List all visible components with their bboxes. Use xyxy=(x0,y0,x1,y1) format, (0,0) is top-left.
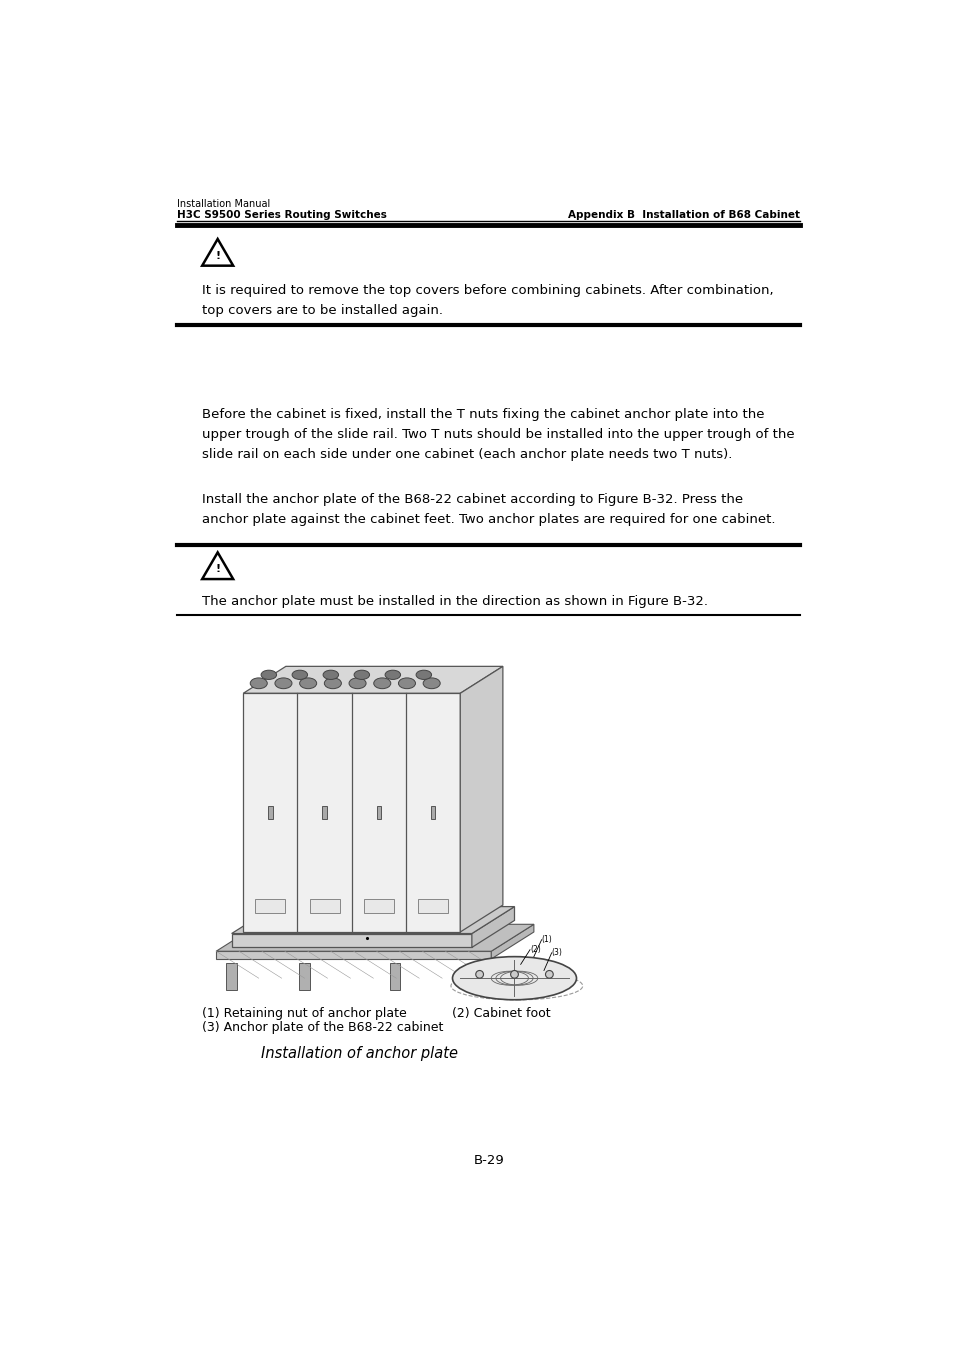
Ellipse shape xyxy=(452,957,576,1000)
Circle shape xyxy=(476,971,483,979)
Ellipse shape xyxy=(261,670,276,679)
Ellipse shape xyxy=(385,670,400,679)
Polygon shape xyxy=(232,934,472,948)
Text: The anchor plate must be installed in the direction as shown in Figure B-32.: The anchor plate must be installed in th… xyxy=(202,595,707,608)
Text: !: ! xyxy=(214,251,220,261)
Text: Installation Manual: Installation Manual xyxy=(177,198,271,209)
Ellipse shape xyxy=(324,678,341,688)
Text: Appendix B  Installation of B68 Cabinet: Appendix B Installation of B68 Cabinet xyxy=(568,209,800,220)
Text: B-29: B-29 xyxy=(473,1154,504,1166)
Ellipse shape xyxy=(416,670,431,679)
Bar xyxy=(431,806,435,819)
Ellipse shape xyxy=(349,678,366,688)
Polygon shape xyxy=(243,694,459,931)
Bar xyxy=(376,806,381,819)
Text: H3C S9500 Series Routing Switches: H3C S9500 Series Routing Switches xyxy=(177,209,387,220)
Bar xyxy=(389,963,400,990)
Ellipse shape xyxy=(354,670,369,679)
Bar xyxy=(322,806,327,819)
Ellipse shape xyxy=(374,678,391,688)
Bar xyxy=(298,963,310,990)
Polygon shape xyxy=(491,925,534,958)
Circle shape xyxy=(545,971,553,979)
Bar xyxy=(364,899,394,913)
Text: Before the cabinet is fixed, install the T nuts fixing the cabinet anchor plate : Before the cabinet is fixed, install the… xyxy=(202,409,794,462)
Text: (2) Cabinet foot: (2) Cabinet foot xyxy=(452,1007,551,1021)
Bar xyxy=(417,899,448,913)
Polygon shape xyxy=(216,925,534,952)
Text: (3) Anchor plate of the B68-22 cabinet: (3) Anchor plate of the B68-22 cabinet xyxy=(202,1022,443,1034)
Text: (1) Retaining nut of anchor plate: (1) Retaining nut of anchor plate xyxy=(202,1007,407,1021)
Bar xyxy=(310,899,339,913)
Polygon shape xyxy=(216,952,491,958)
Text: !: ! xyxy=(214,564,220,574)
Ellipse shape xyxy=(299,678,316,688)
Ellipse shape xyxy=(423,678,439,688)
Text: (2): (2) xyxy=(530,945,540,954)
Text: (1): (1) xyxy=(541,936,552,944)
Polygon shape xyxy=(472,907,514,948)
Text: Installation of anchor plate: Installation of anchor plate xyxy=(261,1046,457,1061)
Bar xyxy=(470,963,480,990)
Ellipse shape xyxy=(398,678,416,688)
Polygon shape xyxy=(459,667,502,931)
Text: It is required to remove the top covers before combining cabinets. After combina: It is required to remove the top covers … xyxy=(202,284,773,317)
Text: (3): (3) xyxy=(551,948,562,957)
Polygon shape xyxy=(232,907,514,934)
Bar xyxy=(255,899,285,913)
Circle shape xyxy=(510,971,517,979)
Ellipse shape xyxy=(323,670,338,679)
Ellipse shape xyxy=(250,678,267,688)
Polygon shape xyxy=(243,667,502,694)
Ellipse shape xyxy=(292,670,307,679)
Bar xyxy=(268,806,273,819)
Bar xyxy=(226,963,236,990)
Ellipse shape xyxy=(274,678,292,688)
Text: Install the anchor plate of the B68-22 cabinet according to Figure B-32. Press t: Install the anchor plate of the B68-22 c… xyxy=(202,493,775,526)
